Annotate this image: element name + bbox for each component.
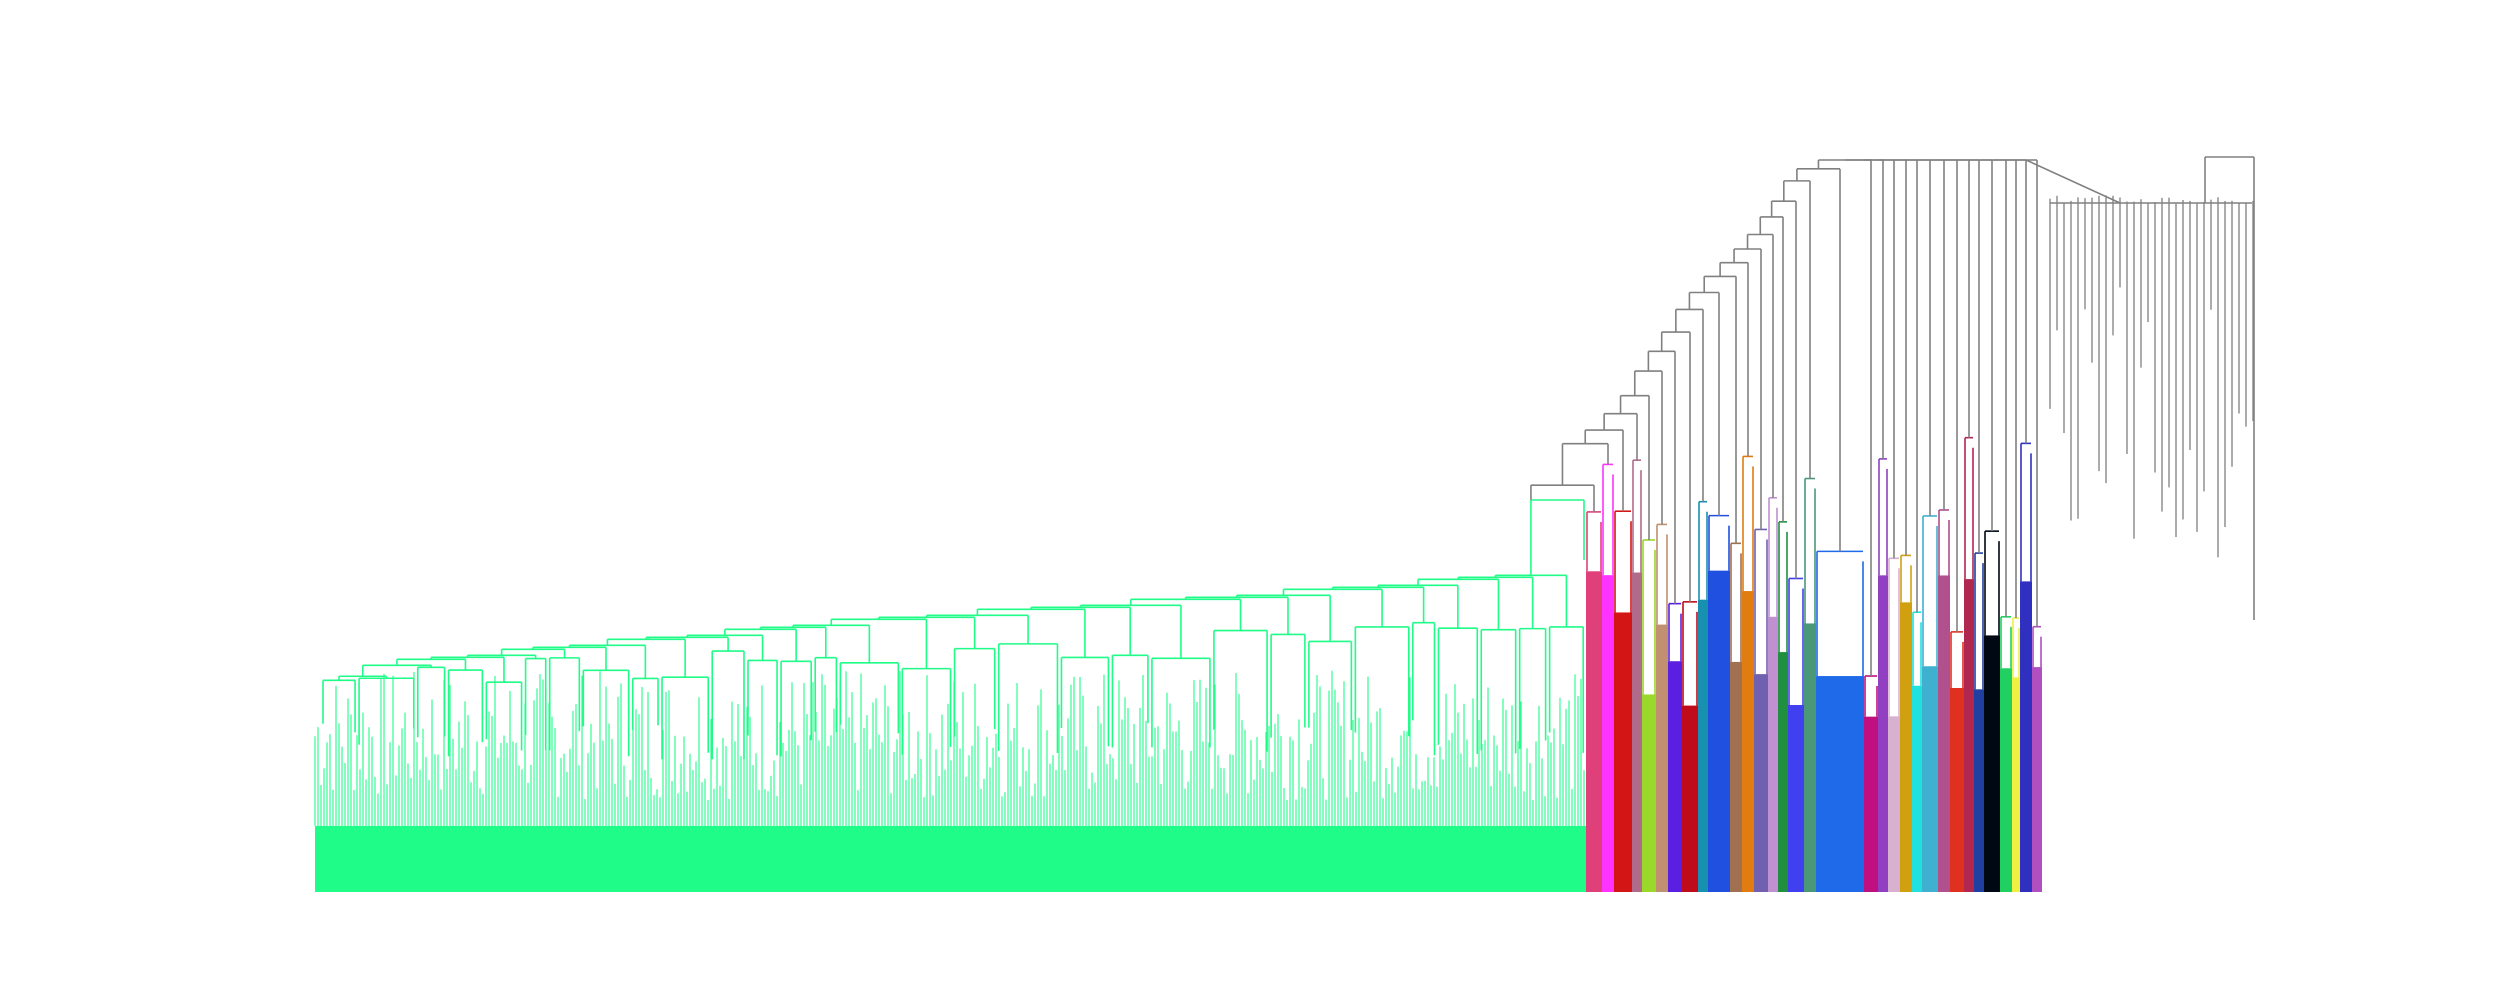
cluster-leaf-block xyxy=(1938,575,1950,892)
main-cluster-leaf-band xyxy=(315,826,1586,892)
cluster-leaf-block xyxy=(1742,591,1754,892)
cluster-leaf-block xyxy=(1586,571,1602,892)
upper-linkage-join xyxy=(2026,160,2120,203)
cluster-leaf-block xyxy=(1602,575,1614,892)
cluster-leaf-block xyxy=(2012,677,2020,892)
cluster-leaf-block xyxy=(1768,617,1778,892)
cluster-leaf-block xyxy=(1632,573,1642,892)
cluster-leaf-block xyxy=(1804,623,1816,892)
cluster-leaf-block xyxy=(1950,688,1964,892)
cluster-leaf-block xyxy=(1682,706,1698,892)
cluster-leaf-block xyxy=(2032,667,2042,892)
cluster-leaf-block xyxy=(1656,625,1668,892)
cluster-leaf-block xyxy=(2000,668,2012,892)
cluster-leaf-block xyxy=(1974,689,1984,892)
cluster-leaf-block xyxy=(1922,666,1938,892)
cluster-leaf-block xyxy=(1878,575,1888,892)
cluster-leaf-block xyxy=(1642,694,1656,892)
cluster-leaf-block xyxy=(1984,635,2000,892)
cluster-leaf-block xyxy=(1964,579,1974,892)
cluster-leaf-block xyxy=(1614,612,1632,892)
cluster-leaf-block xyxy=(1816,676,1864,892)
cluster-leaf-block xyxy=(1788,705,1804,892)
cluster-leaf-block xyxy=(1864,717,1878,892)
cluster-leaf-block xyxy=(1778,652,1788,892)
cluster-leaf-block xyxy=(1730,662,1742,892)
cluster-leaf-block xyxy=(2020,581,2032,892)
cluster-leaf-block xyxy=(1668,661,1682,892)
cluster-leaf-block xyxy=(1900,602,1912,892)
cluster-leaf-block xyxy=(1754,674,1768,892)
cluster-leaf-block xyxy=(1888,716,1900,892)
cluster-leaf-block xyxy=(1708,571,1730,892)
cluster-leaf-block xyxy=(1698,600,1708,892)
cluster-leaf-block xyxy=(1912,686,1922,892)
